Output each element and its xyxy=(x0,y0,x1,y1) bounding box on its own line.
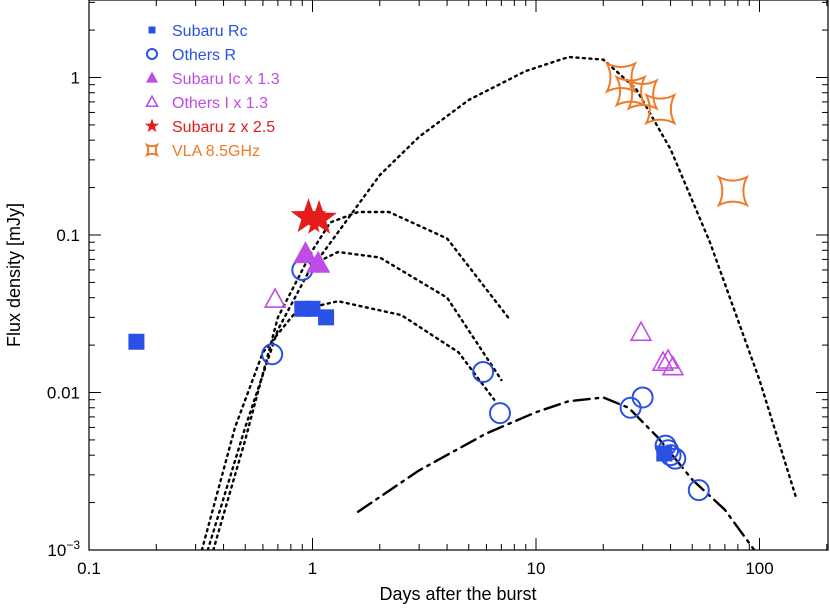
legend-marker xyxy=(144,118,160,133)
legend-marker xyxy=(148,26,156,34)
data-point xyxy=(304,300,321,317)
data-point xyxy=(631,386,654,409)
data-point xyxy=(263,287,287,308)
data-point xyxy=(644,92,677,126)
data-point xyxy=(472,360,495,383)
x-tick-label: 10 xyxy=(527,559,546,578)
data-point xyxy=(629,320,653,342)
plot-frame xyxy=(88,0,829,551)
x-tick-label: 1 xyxy=(308,559,317,578)
legend-marker xyxy=(145,94,159,108)
legend-label: Others R xyxy=(172,47,236,64)
legend-label: Subaru z x 2.5 xyxy=(172,119,275,136)
data-point xyxy=(261,343,284,366)
data-point xyxy=(293,241,318,264)
legend-marker xyxy=(146,48,158,60)
data-point xyxy=(687,479,710,502)
axes: 0.1 1 10 100 10−3 0.01 0.1 1 xyxy=(47,0,828,578)
data-point xyxy=(318,309,335,326)
data-point xyxy=(619,396,642,419)
y-axis-label: Flux density [mJy] xyxy=(4,203,24,347)
data-point xyxy=(664,447,687,470)
data-point xyxy=(651,350,675,371)
legend-marker xyxy=(145,71,159,83)
data-point xyxy=(128,333,145,350)
data-points xyxy=(128,61,750,502)
data-point xyxy=(659,444,682,467)
data-point xyxy=(604,61,638,94)
legend-label: Others I x 1.3 xyxy=(172,95,268,112)
data-point xyxy=(626,78,659,111)
data-point xyxy=(306,250,331,273)
model-curve-2 xyxy=(206,250,503,550)
legend-label: Subaru Ic x 1.3 xyxy=(172,71,280,88)
data-point xyxy=(488,402,511,425)
x-tick-label: 100 xyxy=(745,559,773,578)
legend-label: Subaru Rc xyxy=(172,23,248,40)
data-point xyxy=(661,355,685,376)
legend-label: VLA 8.5GHz xyxy=(172,143,260,160)
y-tick-label: 0.1 xyxy=(56,226,80,245)
y-tick-label: 0.01 xyxy=(47,384,80,403)
data-point xyxy=(656,348,680,369)
x-tick-label: 0.1 xyxy=(77,559,101,578)
legend: Subaru Rc Others R Subaru Ic x 1.3 Others I… xyxy=(144,23,280,160)
data-point xyxy=(716,174,750,208)
data-point xyxy=(301,199,337,234)
legend-marker xyxy=(144,142,160,158)
model-curve-4 xyxy=(309,55,797,498)
x-axis-label: Days after the burst xyxy=(379,584,536,604)
model-curves xyxy=(200,55,797,550)
y-tick-label: 1 xyxy=(71,69,80,88)
y-tick-label: 10−3 xyxy=(47,538,80,560)
model-curve-1 xyxy=(212,210,510,550)
model-curve-5 xyxy=(356,396,756,550)
